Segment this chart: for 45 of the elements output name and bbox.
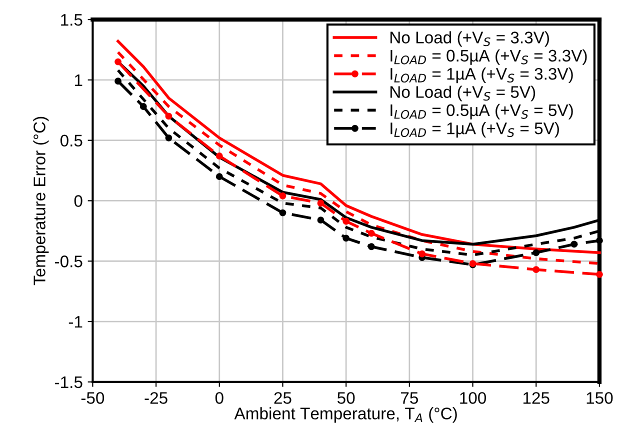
x-tick-label: 150 [586, 392, 613, 404]
point [216, 173, 223, 180]
y-tick-label: 1 [74, 74, 82, 86]
point [165, 134, 172, 142]
legend-label: No Load (+V$_{S}$ = 5V) [390, 86, 536, 102]
point [140, 103, 147, 110]
x-tick-label: 0 [215, 392, 224, 404]
legend-label: I$_{LOAD}$ = 0.5µA (+V$_{S}$ = 3.3V) [390, 49, 587, 65]
point [317, 200, 324, 207]
point [418, 250, 426, 258]
point [342, 218, 350, 225]
legend-label: I$_{LOAD}$ = 1µA (+V$_{S}$ = 5V) [390, 122, 559, 138]
legend-label: I$_{LOAD}$ = 1µA (+V$_{S}$ = 3.3V) [390, 68, 573, 84]
point [279, 192, 286, 200]
y-tick-label: 0.5 [60, 134, 82, 147]
x-tick-label: -25 [144, 392, 168, 404]
y-tick-label: -1 [68, 316, 82, 328]
point [368, 230, 375, 237]
x-axis-title: Ambient Temperature, T$_{A}$ (°C) [234, 407, 457, 423]
x-tick-label: 25 [274, 392, 292, 404]
point [532, 266, 540, 274]
y-tick-label: -1.5 [55, 376, 82, 388]
point [114, 78, 122, 85]
point [165, 112, 172, 120]
legend-label: I$_{LOAD}$ = 0.5µA (+V$_{S}$ = 5V) [390, 104, 573, 120]
legend-label: No Load (+V$_{S}$ = 3.3V) [390, 31, 549, 47]
point [317, 216, 324, 224]
y-axis-title: Temperature Error (°C) [33, 116, 49, 286]
point [596, 237, 603, 244]
x-tick-label: 100 [460, 392, 486, 404]
y-tick-label: 1.5 [61, 14, 82, 26]
y-tick-label: 0 [74, 195, 82, 207]
x-tick-label: 125 [523, 392, 550, 404]
point [216, 152, 223, 160]
point [368, 243, 375, 250]
point [570, 240, 578, 248]
point [279, 209, 286, 216]
x-tick-label: 75 [401, 392, 418, 404]
x-tick-label: 50 [337, 392, 355, 404]
point [532, 249, 540, 256]
x-tick-label: -50 [81, 392, 104, 404]
point [114, 58, 122, 66]
y-tick-label: -0.5 [55, 256, 82, 268]
point [342, 234, 350, 242]
point [596, 270, 603, 278]
